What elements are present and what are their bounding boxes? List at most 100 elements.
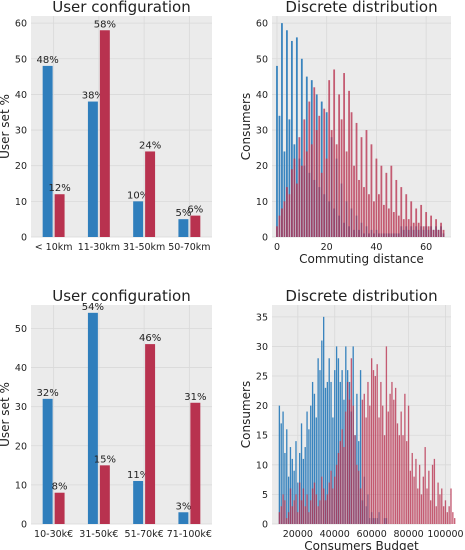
bar-blue-1 — [42, 65, 53, 237]
x-tick-label: 0 — [274, 242, 280, 253]
hist-bar-red — [402, 219, 405, 237]
y-tick-label: 30 — [256, 126, 268, 137]
hist-bar-red — [415, 458, 417, 524]
hist-bar-red — [402, 435, 404, 524]
hist-bar-red — [313, 482, 316, 524]
hist-bar-red — [311, 488, 314, 524]
y-tick-label: 50 — [256, 54, 268, 65]
y-tick-label: 10 — [15, 480, 27, 491]
x-tick-label: 40000 — [320, 529, 350, 540]
hist-bar-red — [411, 452, 413, 524]
hist-bar-blue — [284, 452, 286, 524]
y-tick-label: 20 — [15, 441, 27, 452]
hist-bar-red — [420, 204, 423, 237]
hist-bar-red — [444, 500, 447, 524]
y-tick-label: 40 — [15, 90, 27, 101]
x-tick-label: 60 — [420, 242, 432, 253]
hist-bar-red — [376, 364, 378, 524]
data-label: 12% — [48, 183, 70, 194]
hist-bar-blue — [278, 405, 281, 524]
hist-bar-red — [413, 476, 415, 524]
data-label: 46% — [139, 333, 161, 344]
hist-bar-red — [300, 165, 303, 237]
hist-bar-blue — [328, 358, 330, 524]
hist-bar-red — [345, 411, 347, 524]
bar-red-4 — [190, 402, 201, 524]
hist-bar-red — [302, 488, 305, 524]
hist-bar-red — [452, 512, 454, 524]
hist-bar-red — [348, 90, 350, 238]
hist-bar-red — [410, 201, 413, 237]
hist-bar-red — [422, 226, 425, 237]
hist-bar-blue — [304, 447, 306, 524]
hist-bar-red — [454, 518, 456, 524]
bar-blue-2 — [87, 312, 98, 524]
hist-bar-red — [450, 488, 452, 524]
y-tick-label: 20 — [15, 161, 27, 172]
hist-bar-red — [407, 405, 410, 524]
hist-bar-red — [398, 435, 400, 524]
hist-bar-red — [391, 381, 393, 524]
y-tick-label: 0 — [262, 233, 268, 244]
hist-bar-red — [323, 488, 325, 524]
hist-bar-red — [370, 358, 373, 524]
hist-bar-red — [334, 476, 336, 524]
y-tick-label: 30 — [15, 126, 27, 137]
hist-bar-red — [323, 108, 326, 237]
hist-bar-red — [389, 393, 391, 524]
bar-blue-4 — [178, 512, 189, 524]
hist-bar-red — [358, 179, 360, 237]
hist-bar-red — [441, 488, 443, 524]
data-label: 38% — [82, 91, 104, 102]
hist-bar-red — [439, 494, 441, 524]
hist-bar-red — [287, 512, 290, 524]
hist-bar-red — [298, 137, 301, 237]
x-tick-label: 71-100k€ — [167, 529, 212, 540]
hist-bar-red — [318, 115, 321, 237]
hist-bar-blue — [359, 370, 362, 524]
hist-bar-red — [392, 212, 395, 237]
hist-bar-red — [315, 494, 317, 524]
hist-bar-red — [305, 151, 308, 237]
bar-red-1 — [54, 492, 65, 524]
y-tick-label: 30 — [15, 402, 27, 413]
hist-bar-blue — [308, 429, 310, 524]
y-tick-label: 5 — [262, 490, 268, 501]
hist-bar-red — [343, 447, 345, 524]
plot-background — [272, 305, 451, 524]
x-tick-label: 10-30k€ — [34, 529, 73, 540]
hist-bar-red — [425, 212, 428, 237]
y-axis-label: Consumers — [239, 381, 253, 448]
y-tick-label: 40 — [15, 363, 27, 374]
hist-bar-red — [427, 226, 430, 237]
hist-bar-red — [407, 219, 410, 237]
hist-bar-blue — [295, 441, 297, 524]
chart-title: User configuration — [52, 0, 190, 16]
chart-title: User configuration — [52, 287, 190, 305]
y-tick-label: 60 — [15, 19, 27, 30]
y-tick-label: 30 — [256, 342, 268, 353]
hist-bar-red — [405, 194, 408, 237]
hist-bar-blue — [335, 346, 338, 524]
bar-blue-4 — [178, 219, 189, 237]
data-label: 11% — [127, 470, 149, 481]
hist-bar-blue — [278, 115, 281, 237]
hist-bar-blue — [334, 370, 336, 524]
chart-panel-3: 0 10 20 30 40 50 10-30k€ 31-50k€ 51-70k€ 71-100k€… — [0, 287, 212, 540]
hist-bar-red — [372, 370, 375, 524]
hist-bar-red — [356, 464, 358, 524]
hist-bar-red — [380, 165, 383, 237]
hist-bar-red — [393, 399, 395, 524]
chart-panel-4: 0 5 10 15 20 25 30 35 20000 40000 60000 80000 100000… — [239, 287, 464, 550]
bar-red-2 — [99, 465, 110, 524]
hist-bar-red — [345, 151, 348, 237]
y-axis-label: User set % — [0, 382, 12, 447]
x-tick-label: 20000 — [283, 529, 313, 540]
y-tick-label: 50 — [15, 324, 27, 335]
hist-bar-blue — [337, 358, 340, 524]
hist-bar-red — [437, 482, 439, 524]
hist-bar-red — [330, 470, 332, 524]
hist-bar-red — [321, 476, 323, 524]
hist-bar-red — [335, 464, 338, 524]
hist-bar-red — [378, 194, 380, 237]
